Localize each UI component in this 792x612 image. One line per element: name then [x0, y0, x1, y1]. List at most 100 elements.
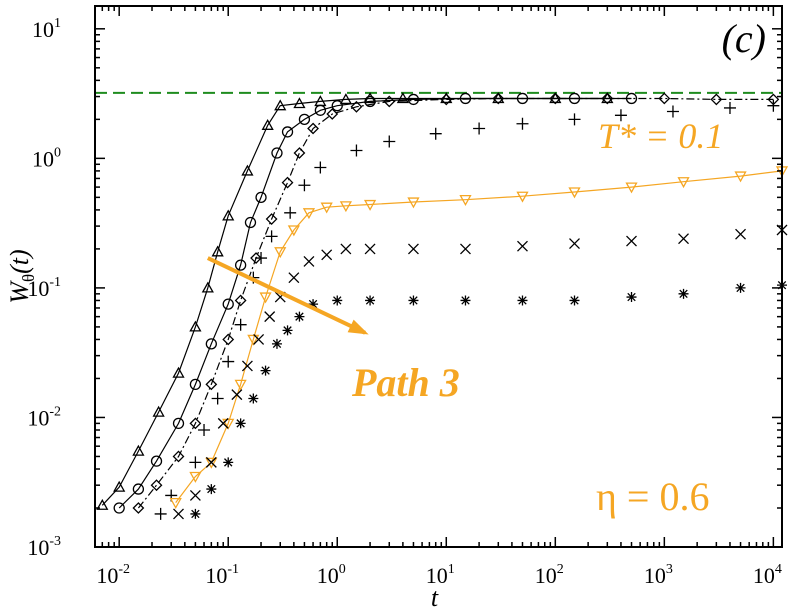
data-series [96, 92, 789, 520]
inverted-triangle-marker [568, 187, 581, 199]
cross-marker [217, 417, 229, 429]
plus-marker [350, 144, 363, 157]
diamond-marker [383, 95, 396, 108]
triangle-marker [152, 405, 165, 417]
asterisk-marker [365, 295, 376, 306]
circle-marker [113, 502, 125, 514]
cross-marker [253, 333, 265, 345]
y-tick-label: 10-3 [27, 534, 61, 560]
asterisk-marker [332, 295, 343, 306]
triangle-marker [211, 245, 224, 257]
diamond-marker [234, 294, 247, 307]
diamond-marker [250, 252, 262, 264]
inverted-triangle-marker [407, 197, 420, 209]
plus-marker [284, 206, 297, 219]
diamond-marker [658, 92, 671, 105]
inverted-triangle-marker [339, 201, 352, 213]
series-circle [113, 92, 638, 514]
plot-frame [94, 5, 783, 548]
triangle-marker [261, 118, 274, 130]
plus-marker [298, 179, 311, 192]
series-inverted-triangle [169, 166, 789, 509]
asterisk-marker [260, 365, 271, 376]
diamond-marker [326, 108, 339, 120]
circle-marker [331, 100, 343, 112]
plus-marker [723, 101, 736, 114]
plus-marker [189, 456, 202, 469]
plus-marker [198, 424, 211, 437]
inverted-triangle-marker [234, 379, 247, 391]
cross-marker [407, 243, 419, 255]
plus-marker [265, 230, 278, 243]
inverted-triangle-marker [222, 418, 235, 430]
x-axis-label: t [431, 583, 439, 612]
diamond-marker [281, 176, 294, 189]
circle-marker [189, 378, 202, 391]
arrow-head [347, 319, 369, 335]
diamond-marker [172, 450, 185, 463]
asterisk-marker [223, 457, 234, 468]
circle-marker [255, 191, 267, 204]
inverted-triangle-marker [677, 177, 690, 189]
triangle-marker [222, 209, 235, 221]
inverted-triangle-marker [169, 497, 182, 509]
cross-marker [264, 311, 276, 323]
plus-marker [614, 109, 627, 122]
asterisk-marker [626, 292, 637, 303]
cross-marker [569, 238, 580, 250]
asterisk-marker [408, 295, 419, 306]
series-line [175, 170, 783, 503]
triangle-marker [201, 281, 214, 293]
circle-marker [407, 93, 420, 106]
diamond-marker [492, 92, 505, 105]
circle-marker [172, 417, 185, 430]
y-tick-label: 101 [32, 16, 61, 42]
circle-marker [281, 126, 294, 138]
series-line [137, 97, 774, 509]
cross-marker [205, 456, 217, 468]
y-tick-label: 10-1 [27, 275, 61, 301]
y-tick-label: 100 [32, 145, 61, 171]
inverted-triangle-marker [302, 208, 316, 220]
plus-marker [383, 135, 396, 148]
triangle-marker [274, 99, 287, 111]
series-line [101, 97, 608, 506]
plus-marker [211, 392, 224, 405]
cross-marker [364, 243, 376, 255]
circle-marker [234, 259, 247, 271]
eta-label: η = 0.6 [596, 474, 709, 519]
diamond-marker [150, 479, 163, 492]
x-tick-label: 101 [426, 562, 455, 588]
triangle-marker [132, 444, 145, 456]
series-diamond [132, 92, 780, 514]
asterisk-marker [294, 311, 305, 322]
asterisk-marker [735, 282, 746, 293]
diamond-marker [601, 92, 614, 105]
cross-marker [735, 228, 747, 240]
diamond-marker [222, 333, 235, 346]
asterisk-marker [271, 338, 282, 349]
triangle-marker [172, 366, 185, 378]
temperature-label: T* = 0.1 [598, 116, 723, 156]
x-tick-label: 103 [644, 562, 673, 588]
diamond-marker [549, 92, 562, 105]
triangle-marker [339, 93, 352, 105]
x-tick-label: 100 [317, 562, 346, 588]
triangle-marker [113, 480, 126, 492]
plus-marker [666, 105, 679, 118]
asterisk-marker [235, 418, 246, 429]
cross-marker [626, 235, 637, 247]
x-tick-label: 10-1 [205, 562, 239, 588]
path-arrow [206, 256, 366, 335]
triangle-marker [363, 92, 377, 104]
asterisk-marker [206, 484, 217, 495]
plus-marker [516, 117, 529, 130]
diamond-marker [205, 378, 218, 391]
circle-marker [459, 92, 472, 105]
inverted-triangle-marker [205, 457, 218, 469]
triangle-marker [396, 92, 409, 104]
asterisk-marker [308, 299, 319, 310]
inverted-triangle-marker [274, 247, 287, 259]
series-line [118, 97, 632, 509]
